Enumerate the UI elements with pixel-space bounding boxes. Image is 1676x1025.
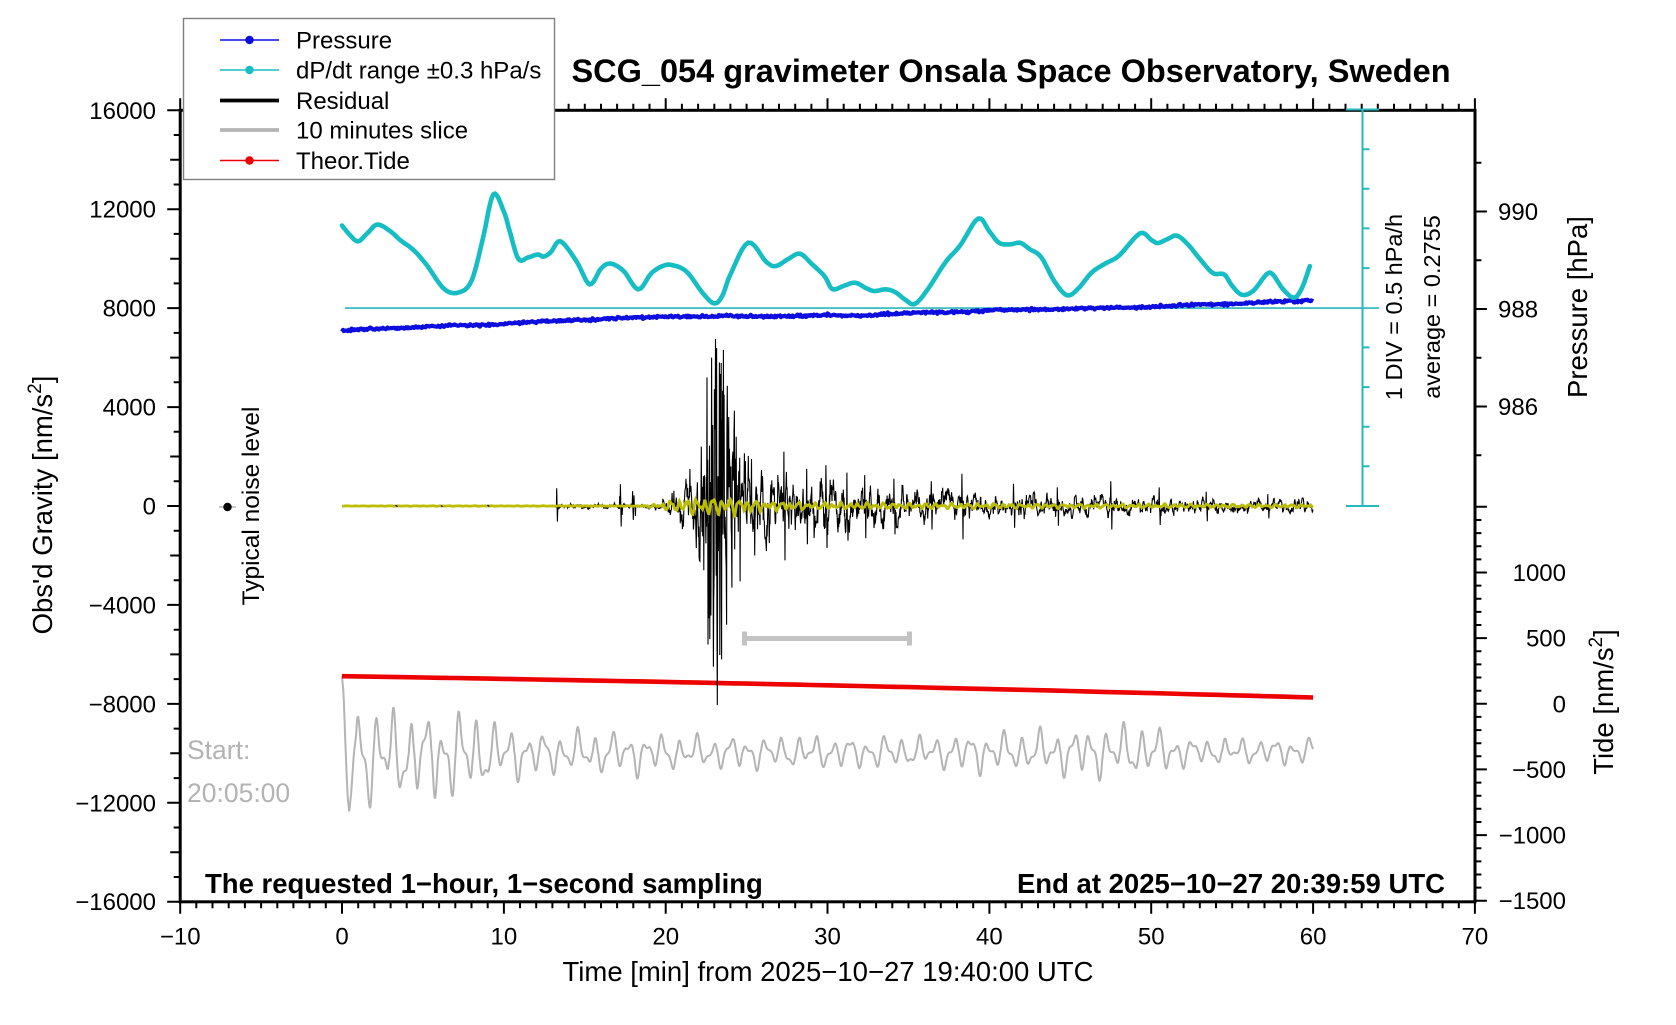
svg-text:−1500: −1500 (1499, 888, 1566, 915)
svg-text:Typical noise level: Typical noise level (238, 407, 265, 606)
svg-text:Obs'd Gravity [nm/s2]: Obs'd Gravity [nm/s2] (25, 376, 58, 635)
svg-text:990: 990 (1498, 199, 1538, 226)
svg-text:988: 988 (1498, 297, 1538, 324)
svg-text:500: 500 (1526, 626, 1566, 653)
svg-text:−10: −10 (160, 924, 201, 951)
svg-text:−1000: −1000 (1499, 823, 1566, 850)
svg-text:0: 0 (335, 924, 348, 951)
svg-text:dP/dt range ±0.3 hPa/s: dP/dt range ±0.3 hPa/s (296, 58, 541, 85)
svg-text:60: 60 (1300, 924, 1327, 951)
svg-text:1000: 1000 (1513, 560, 1566, 587)
svg-text:16000: 16000 (89, 98, 156, 125)
svg-text:SCG_054 gravimeter Onsala Spac: SCG_054 gravimeter Onsala Space Observat… (571, 53, 1450, 89)
svg-text:−4000: −4000 (89, 592, 156, 619)
svg-text:−12000: −12000 (75, 790, 156, 817)
svg-text:0: 0 (143, 494, 156, 521)
svg-text:Residual: Residual (296, 88, 389, 115)
svg-text:Start:: Start: (187, 735, 250, 765)
svg-text:−500: −500 (1512, 757, 1566, 784)
svg-text:0: 0 (1553, 691, 1566, 718)
svg-text:Tide [nm/s2]: Tide [nm/s2] (1586, 629, 1619, 775)
svg-text:Pressure: Pressure (296, 28, 392, 55)
svg-text:−16000: −16000 (75, 889, 156, 916)
svg-text:−8000: −8000 (89, 691, 156, 718)
svg-text:20: 20 (652, 924, 679, 951)
svg-text:50: 50 (1138, 924, 1165, 951)
svg-text:4000: 4000 (103, 395, 156, 422)
svg-text:70: 70 (1462, 924, 1489, 951)
svg-text:40: 40 (976, 924, 1003, 951)
svg-text:Theor.Tide: Theor.Tide (296, 148, 410, 175)
svg-text:End at 2025−10−27 20:39:59 UTC: End at 2025−10−27 20:39:59 UTC (1017, 868, 1445, 899)
svg-text:Time [min] from 2025−10−27 19:: Time [min] from 2025−10−27 19:40:00 UTC (563, 956, 1094, 987)
svg-text:1 DIV = 0.5 hPa/h: 1 DIV = 0.5 hPa/h (1381, 214, 1407, 400)
svg-text:30: 30 (814, 924, 841, 951)
svg-text:12000: 12000 (89, 197, 156, 224)
svg-text:10: 10 (491, 924, 518, 951)
svg-text:20:05:00: 20:05:00 (187, 778, 290, 808)
svg-text:average = 0.2755: average = 0.2755 (1419, 215, 1445, 399)
svg-text:Pressure [hPa]: Pressure [hPa] (1562, 216, 1593, 398)
svg-text:The requested 1−hour, 1−second: The requested 1−hour, 1−second sampling (205, 868, 763, 899)
svg-text:10 minutes slice: 10 minutes slice (296, 118, 468, 145)
svg-text:8000: 8000 (103, 296, 156, 323)
svg-text:986: 986 (1498, 394, 1538, 421)
